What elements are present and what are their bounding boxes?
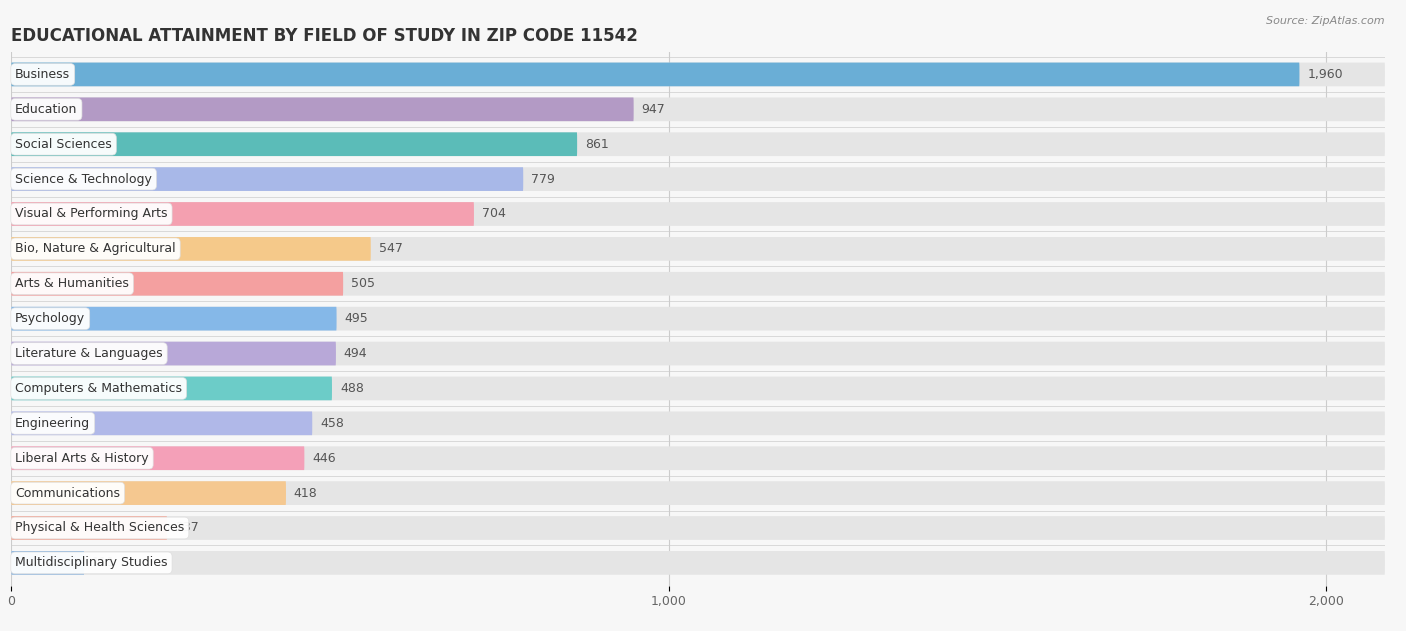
FancyBboxPatch shape bbox=[11, 481, 1385, 505]
Text: Computers & Mathematics: Computers & Mathematics bbox=[15, 382, 183, 395]
Text: Physical & Health Sciences: Physical & Health Sciences bbox=[15, 521, 184, 534]
FancyBboxPatch shape bbox=[11, 237, 371, 261]
FancyBboxPatch shape bbox=[11, 411, 312, 435]
FancyBboxPatch shape bbox=[11, 133, 1385, 156]
FancyBboxPatch shape bbox=[11, 237, 1385, 261]
Text: Business: Business bbox=[15, 68, 70, 81]
FancyBboxPatch shape bbox=[11, 272, 1385, 296]
FancyBboxPatch shape bbox=[11, 97, 634, 121]
Text: Multidisciplinary Studies: Multidisciplinary Studies bbox=[15, 557, 167, 569]
FancyBboxPatch shape bbox=[11, 516, 1385, 540]
FancyBboxPatch shape bbox=[11, 481, 285, 505]
Text: Engineering: Engineering bbox=[15, 417, 90, 430]
FancyBboxPatch shape bbox=[11, 167, 1385, 191]
FancyBboxPatch shape bbox=[11, 202, 474, 226]
Text: 861: 861 bbox=[585, 138, 609, 151]
Text: 779: 779 bbox=[531, 173, 555, 186]
FancyBboxPatch shape bbox=[11, 62, 1299, 86]
Text: 495: 495 bbox=[344, 312, 368, 325]
Text: 505: 505 bbox=[352, 277, 375, 290]
Text: 458: 458 bbox=[321, 417, 344, 430]
Text: 1,960: 1,960 bbox=[1308, 68, 1343, 81]
Text: 704: 704 bbox=[482, 208, 506, 220]
Text: Liberal Arts & History: Liberal Arts & History bbox=[15, 452, 149, 464]
Text: Science & Technology: Science & Technology bbox=[15, 173, 152, 186]
FancyBboxPatch shape bbox=[11, 446, 304, 470]
Text: 947: 947 bbox=[641, 103, 665, 116]
FancyBboxPatch shape bbox=[11, 272, 343, 296]
Text: 494: 494 bbox=[344, 347, 367, 360]
Text: EDUCATIONAL ATTAINMENT BY FIELD OF STUDY IN ZIP CODE 11542: EDUCATIONAL ATTAINMENT BY FIELD OF STUDY… bbox=[11, 27, 638, 45]
Text: Education: Education bbox=[15, 103, 77, 116]
FancyBboxPatch shape bbox=[11, 377, 1385, 400]
FancyBboxPatch shape bbox=[11, 167, 523, 191]
FancyBboxPatch shape bbox=[11, 307, 1385, 331]
FancyBboxPatch shape bbox=[11, 377, 332, 400]
Text: Bio, Nature & Agricultural: Bio, Nature & Agricultural bbox=[15, 242, 176, 256]
FancyBboxPatch shape bbox=[11, 516, 167, 540]
Text: Visual & Performing Arts: Visual & Performing Arts bbox=[15, 208, 167, 220]
Text: 547: 547 bbox=[378, 242, 402, 256]
Text: Source: ZipAtlas.com: Source: ZipAtlas.com bbox=[1267, 16, 1385, 26]
FancyBboxPatch shape bbox=[11, 446, 1385, 470]
Text: 237: 237 bbox=[174, 521, 198, 534]
FancyBboxPatch shape bbox=[11, 202, 1385, 226]
FancyBboxPatch shape bbox=[11, 341, 336, 365]
Text: 111: 111 bbox=[91, 557, 115, 569]
FancyBboxPatch shape bbox=[11, 133, 576, 156]
Text: Social Sciences: Social Sciences bbox=[15, 138, 112, 151]
FancyBboxPatch shape bbox=[11, 341, 1385, 365]
Text: 418: 418 bbox=[294, 487, 318, 500]
Text: 488: 488 bbox=[340, 382, 364, 395]
FancyBboxPatch shape bbox=[11, 62, 1385, 86]
Text: Literature & Languages: Literature & Languages bbox=[15, 347, 163, 360]
FancyBboxPatch shape bbox=[11, 551, 1385, 575]
Text: Communications: Communications bbox=[15, 487, 120, 500]
FancyBboxPatch shape bbox=[11, 97, 1385, 121]
Text: Arts & Humanities: Arts & Humanities bbox=[15, 277, 129, 290]
FancyBboxPatch shape bbox=[11, 411, 1385, 435]
FancyBboxPatch shape bbox=[11, 551, 84, 575]
FancyBboxPatch shape bbox=[11, 307, 336, 331]
Text: 446: 446 bbox=[312, 452, 336, 464]
Text: Psychology: Psychology bbox=[15, 312, 86, 325]
